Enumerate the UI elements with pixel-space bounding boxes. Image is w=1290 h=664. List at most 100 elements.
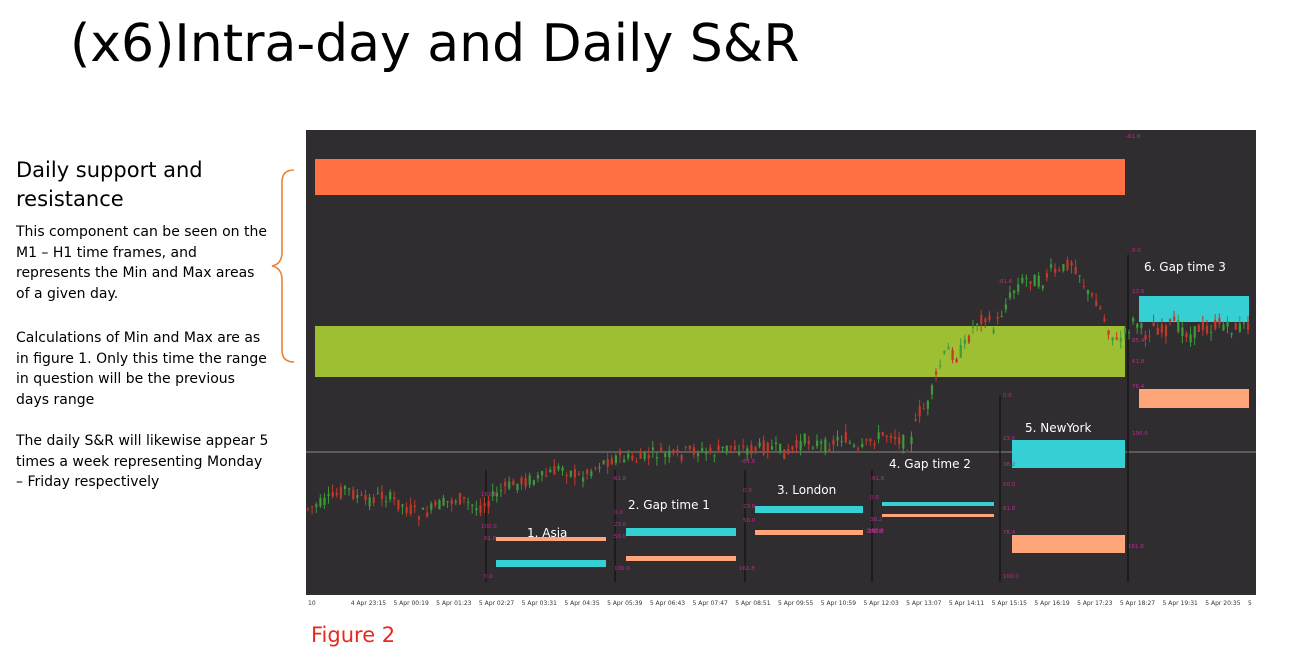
candle-body [717, 445, 720, 451]
candle-body [869, 438, 872, 442]
candle-body [1230, 332, 1233, 335]
candle-body [1000, 315, 1003, 317]
candle-body [836, 436, 839, 441]
candle-body [779, 443, 782, 453]
candle-body [992, 329, 995, 334]
candle-body [1041, 285, 1044, 289]
candle-body [467, 501, 470, 503]
fib-label: 23.6 [614, 522, 627, 528]
candle-body [1234, 323, 1237, 330]
fib-label: 161.8 [481, 492, 497, 498]
slide-title: (x6)Intra-day and Daily S&R [70, 14, 800, 74]
x-tick-label: 5 Apr 18:27 [1120, 600, 1155, 607]
candle-body [984, 318, 987, 323]
candle-body [1214, 319, 1217, 330]
candle-body [791, 446, 794, 450]
candle-body [401, 504, 404, 507]
candle-body [319, 498, 322, 507]
session-zone-5 [755, 506, 863, 513]
candle-body [898, 437, 901, 445]
candle-body [906, 451, 909, 453]
candle-body [1021, 277, 1024, 283]
candle-body [434, 501, 437, 506]
candle-body [393, 496, 396, 500]
candle-body [1185, 332, 1188, 338]
candle-body [483, 503, 486, 507]
candle-body [807, 440, 810, 445]
candle-body [996, 316, 999, 319]
x-tick-label: 5 Apr 15:15 [992, 600, 1027, 607]
candle-body [557, 465, 560, 470]
candle-body [356, 495, 359, 498]
fib-label: 0.0 [614, 510, 623, 516]
candle-body [729, 445, 732, 448]
section-heading: Daily support and resistance [16, 156, 272, 214]
candle-body [762, 440, 765, 455]
candle-body [1029, 281, 1032, 284]
fib-label: 50.0 [743, 518, 756, 524]
candle-body [364, 494, 367, 501]
fib-label: 161.8 [739, 566, 755, 572]
candle-body [824, 439, 827, 453]
candle-body [569, 470, 572, 477]
fib-label: 161.8 [1128, 544, 1144, 550]
candle-body [368, 497, 371, 507]
candle-body [660, 447, 663, 452]
candle-body [832, 439, 835, 445]
candle-body [430, 503, 433, 510]
session-zone-2 [496, 537, 606, 541]
candle-body [926, 400, 930, 409]
candle-body [1169, 319, 1172, 322]
session-zone-8 [882, 514, 994, 517]
candle-body [438, 500, 441, 510]
candle-body [651, 447, 655, 450]
annotation-gap-time-2: 4. Gap time 2 [889, 457, 971, 471]
fib-label: 161.8 [868, 529, 884, 535]
paragraph-3: The daily S&R will likewise appear 5 tim… [16, 431, 272, 493]
candle-body [1127, 332, 1131, 334]
candle-body [384, 501, 388, 503]
x-tick-label: 5 Apr 14:11 [949, 600, 984, 607]
candle-body [1140, 323, 1143, 328]
candle-body [1074, 266, 1077, 274]
candle-body [766, 443, 769, 453]
candle-body [787, 448, 790, 454]
session-zone-1 [496, 560, 606, 567]
candle-body [573, 469, 577, 478]
x-axis-ticks: 10 4 Apr 23:15 5 Apr 00:19 5 Apr 01:23 5 Apr… [308, 600, 1252, 607]
fib-label: 0.0 [743, 488, 752, 494]
figure-caption: Figure 2 [311, 623, 396, 647]
candle-body [1238, 323, 1241, 332]
candle-body [545, 475, 548, 477]
candle-body [865, 439, 868, 441]
fib-label: 38.2 [870, 517, 882, 523]
x-tick-label: 5 Apr 08:51 [735, 600, 770, 607]
candle-body [504, 481, 507, 487]
candle-body [536, 475, 540, 479]
candle-body [852, 445, 856, 447]
x-tick-label: 5 Apr 17:23 [1077, 600, 1112, 607]
candle-body [380, 492, 384, 500]
fib-label: 85.4 [1132, 338, 1145, 344]
candle-body [799, 440, 802, 451]
candle-body [594, 467, 597, 469]
candle-body [844, 432, 847, 443]
candle-body [1222, 324, 1225, 331]
candle-body [639, 452, 642, 459]
candle-body [840, 440, 843, 443]
candle-body [721, 446, 724, 449]
candle-body [922, 408, 925, 410]
candle-body [754, 446, 757, 451]
candle-body [499, 490, 503, 492]
annotation-gap-time-1: 2. Gap time 1 [628, 498, 710, 512]
fib-label: -61.8 [998, 279, 1013, 285]
candle-body [943, 351, 946, 354]
x-tick-label: 5 Apr 05:39 [607, 600, 642, 607]
x-tick-label: 5 Apr 02:27 [479, 600, 514, 607]
candle-body [774, 442, 778, 445]
fib-label: 100.0 [1132, 431, 1148, 437]
candle-body [450, 500, 453, 505]
session-zone-7 [882, 502, 994, 506]
x-tick-label: 5 Apr 16:19 [1034, 600, 1069, 607]
candle-body [873, 443, 876, 446]
